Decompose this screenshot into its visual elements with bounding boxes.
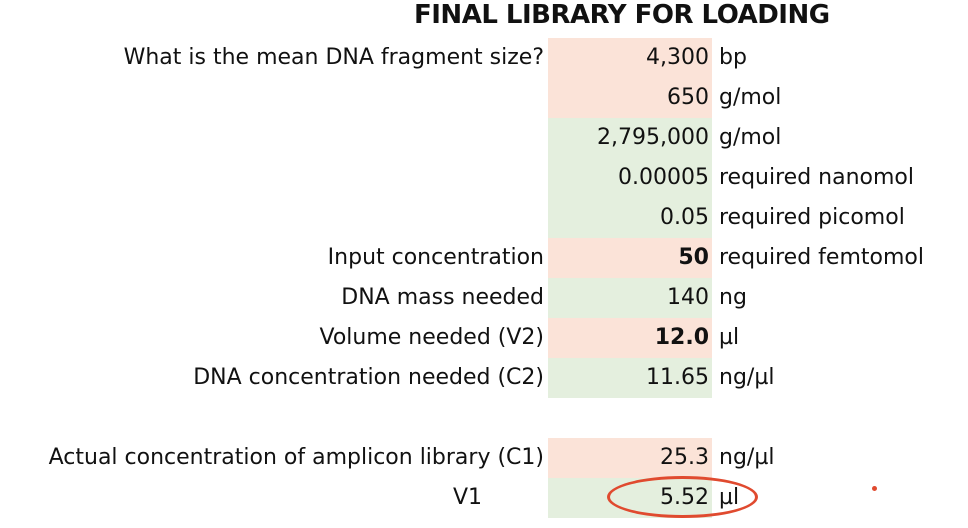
value-cell[interactable]: 25.3 [548, 438, 712, 478]
value-cell[interactable]: 11.65 [548, 358, 712, 398]
value-cell[interactable]: 50 [548, 238, 712, 278]
row-required-nanomol: 0.00005 required nanomol [0, 158, 968, 198]
unit-label: µl [719, 325, 740, 350]
row-dna-mass-needed: DNA mass needed 140 ng [0, 278, 968, 318]
unit-label: g/mol [719, 125, 782, 150]
value-cell[interactable]: 140 [548, 278, 712, 318]
cell-value: 4,300 [646, 45, 709, 70]
highlight-circle [607, 476, 758, 518]
cell-value: 25.3 [660, 445, 709, 470]
cell-value: 140 [667, 285, 709, 310]
value-cell[interactable]: 0.00005 [548, 158, 712, 198]
cell-value: 12.0 [654, 325, 709, 350]
value-cell[interactable]: 2,795,000 [548, 118, 712, 158]
cell-value: 650 [667, 85, 709, 110]
row-label: What is the mean DNA fragment size? [123, 45, 544, 70]
row-label: DNA mass needed [341, 285, 544, 310]
row-fragment-size: What is the mean DNA fragment size? 4,30… [0, 38, 968, 78]
row-label: Actual concentration of amplicon library… [48, 445, 544, 470]
value-cell[interactable]: 12.0 [548, 318, 712, 358]
row-v1: V1 5.52 µl [0, 478, 968, 518]
row-label: Volume needed (V2) [319, 325, 544, 350]
row-input-concentration: Input concentration 50 required femtomol [0, 238, 968, 278]
unit-label: ng/µl [719, 365, 775, 390]
row-label: DNA concentration needed (C2) [193, 365, 544, 390]
unit-label: bp [719, 45, 747, 70]
cell-value: 0.05 [660, 205, 709, 230]
annotation-dot [872, 486, 877, 491]
unit-label: required picomol [719, 205, 905, 230]
row-label: V1 [452, 485, 482, 510]
row-volume-needed: Volume needed (V2) 12.0 µl [0, 318, 968, 358]
sheet-title: FINAL LIBRARY FOR LOADING [414, 0, 830, 30]
unit-label: ng/µl [719, 445, 775, 470]
unit-label: ng [719, 285, 747, 310]
row-actual-concentration: Actual concentration of amplicon library… [0, 438, 968, 478]
value-cell[interactable]: 4,300 [548, 38, 712, 78]
row-label: Input concentration [327, 245, 544, 270]
cell-value: 50 [678, 245, 709, 270]
cell-value: 11.65 [646, 365, 709, 390]
row-molar-mass-fragment: 2,795,000 g/mol [0, 118, 968, 158]
unit-label: required nanomol [719, 165, 915, 190]
row-required-picomol: 0.05 required picomol [0, 198, 968, 238]
cell-value: 0.00005 [618, 165, 709, 190]
row-molar-mass-bp: 650 g/mol [0, 78, 968, 118]
cell-value: 2,795,000 [597, 125, 709, 150]
row-dna-concentration-needed: DNA concentration needed (C2) 11.65 ng/µ… [0, 358, 968, 398]
unit-label: required femtomol [719, 245, 924, 270]
unit-label: g/mol [719, 85, 782, 110]
value-cell[interactable]: 650 [548, 78, 712, 118]
value-cell[interactable]: 0.05 [548, 198, 712, 238]
